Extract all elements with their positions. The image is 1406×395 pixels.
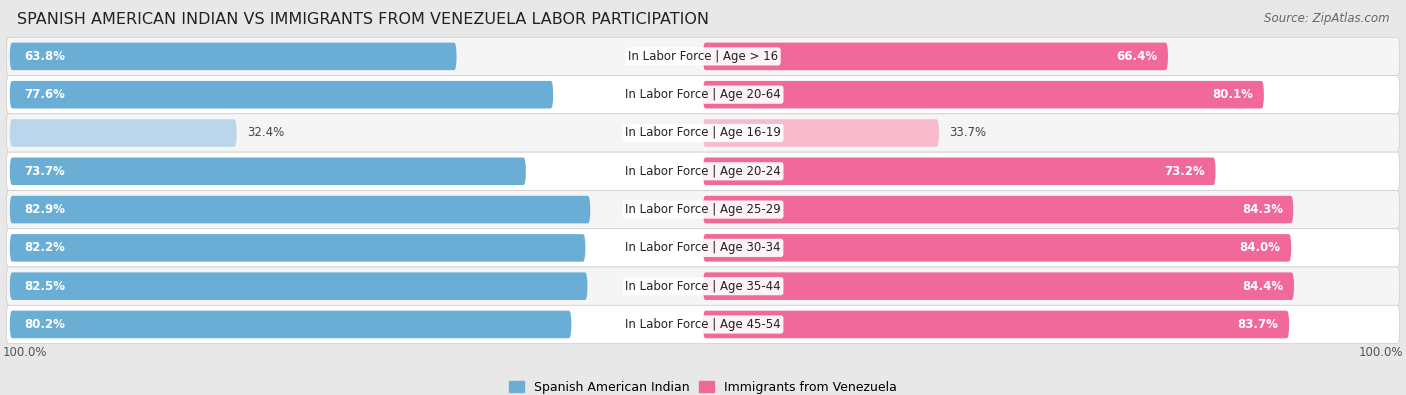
Text: In Labor Force | Age 30-34: In Labor Force | Age 30-34	[626, 241, 780, 254]
Text: 82.2%: 82.2%	[24, 241, 65, 254]
Text: 84.4%: 84.4%	[1243, 280, 1284, 293]
FancyBboxPatch shape	[6, 305, 1400, 344]
FancyBboxPatch shape	[6, 152, 1400, 190]
Text: 63.8%: 63.8%	[24, 50, 65, 63]
FancyBboxPatch shape	[6, 267, 1400, 305]
FancyBboxPatch shape	[6, 114, 1400, 152]
Text: 84.3%: 84.3%	[1241, 203, 1282, 216]
Text: 66.4%: 66.4%	[1116, 50, 1157, 63]
FancyBboxPatch shape	[10, 158, 526, 185]
Legend: Spanish American Indian, Immigrants from Venezuela: Spanish American Indian, Immigrants from…	[503, 376, 903, 395]
FancyBboxPatch shape	[703, 196, 1294, 223]
Text: 82.5%: 82.5%	[24, 280, 65, 293]
FancyBboxPatch shape	[6, 190, 1400, 229]
FancyBboxPatch shape	[703, 273, 1294, 300]
Text: Source: ZipAtlas.com: Source: ZipAtlas.com	[1264, 12, 1389, 25]
Text: 100.0%: 100.0%	[3, 346, 48, 359]
Text: SPANISH AMERICAN INDIAN VS IMMIGRANTS FROM VENEZUELA LABOR PARTICIPATION: SPANISH AMERICAN INDIAN VS IMMIGRANTS FR…	[17, 12, 709, 27]
Text: 77.6%: 77.6%	[24, 88, 65, 101]
FancyBboxPatch shape	[10, 273, 588, 300]
FancyBboxPatch shape	[10, 119, 236, 147]
FancyBboxPatch shape	[10, 196, 591, 223]
FancyBboxPatch shape	[6, 75, 1400, 114]
FancyBboxPatch shape	[703, 119, 939, 147]
Text: 73.2%: 73.2%	[1164, 165, 1205, 178]
FancyBboxPatch shape	[10, 81, 553, 109]
Text: In Labor Force | Age 25-29: In Labor Force | Age 25-29	[626, 203, 780, 216]
FancyBboxPatch shape	[6, 229, 1400, 267]
Text: In Labor Force | Age 35-44: In Labor Force | Age 35-44	[626, 280, 780, 293]
Text: In Labor Force | Age 45-54: In Labor Force | Age 45-54	[626, 318, 780, 331]
Text: In Labor Force | Age 20-64: In Labor Force | Age 20-64	[626, 88, 780, 101]
Text: 32.4%: 32.4%	[247, 126, 284, 139]
FancyBboxPatch shape	[703, 158, 1216, 185]
FancyBboxPatch shape	[10, 311, 571, 338]
Text: In Labor Force | Age 20-24: In Labor Force | Age 20-24	[626, 165, 780, 178]
FancyBboxPatch shape	[703, 81, 1264, 109]
FancyBboxPatch shape	[6, 37, 1400, 75]
Text: 84.0%: 84.0%	[1240, 241, 1281, 254]
FancyBboxPatch shape	[703, 234, 1291, 261]
Text: In Labor Force | Age 16-19: In Labor Force | Age 16-19	[626, 126, 780, 139]
Text: 80.2%: 80.2%	[24, 318, 65, 331]
FancyBboxPatch shape	[703, 43, 1168, 70]
Text: In Labor Force | Age > 16: In Labor Force | Age > 16	[628, 50, 778, 63]
Text: 73.7%: 73.7%	[24, 165, 65, 178]
FancyBboxPatch shape	[703, 311, 1289, 338]
Text: 100.0%: 100.0%	[1358, 346, 1403, 359]
FancyBboxPatch shape	[10, 234, 585, 261]
Text: 80.1%: 80.1%	[1212, 88, 1253, 101]
Text: 83.7%: 83.7%	[1237, 318, 1278, 331]
Text: 33.7%: 33.7%	[949, 126, 987, 139]
FancyBboxPatch shape	[10, 43, 457, 70]
Text: 82.9%: 82.9%	[24, 203, 65, 216]
